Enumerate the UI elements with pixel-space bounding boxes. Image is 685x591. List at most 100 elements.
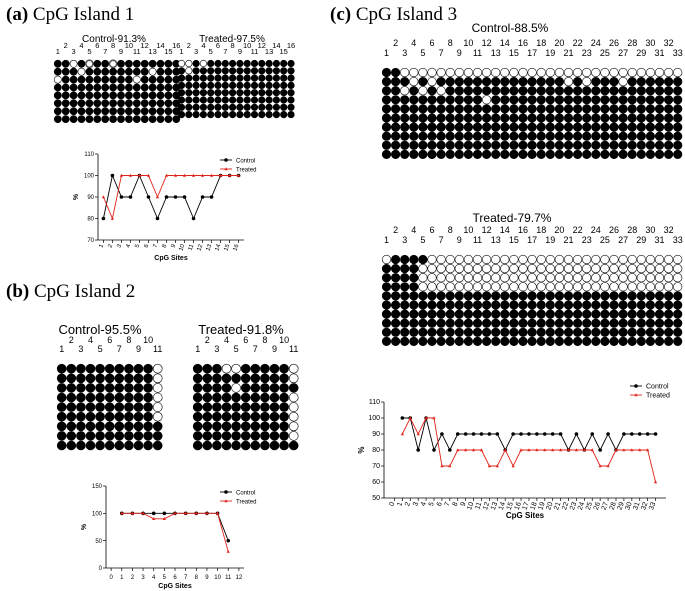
methylated-cpg-circle [509,76,519,87]
x-tick-label: 11 [474,501,483,510]
methylated-cpg-circle [287,59,295,68]
data-point-control [226,538,231,543]
methylated-cpg-circle [618,336,628,346]
grid-label: Treated-79.7% [473,211,552,225]
methylated-cpg-circle [390,318,401,328]
methylated-cpg-circle [390,67,401,78]
methylated-cpg-circle [265,103,273,111]
methylated-cpg-circle [240,431,251,441]
methylated-cpg-circle [93,59,102,68]
cpg-site-number: 16 [172,41,180,50]
methylated-cpg-circle [250,411,261,422]
methylated-cpg-circle [93,67,102,76]
cpg-site-number: 27 [618,235,628,245]
unmethylated-cpg-circle [563,254,574,265]
methylated-cpg-circle [199,96,208,104]
methylated-cpg-circle [381,122,392,132]
methylated-cpg-circle [132,99,141,108]
unmethylated-cpg-circle [545,254,555,265]
data-point-treated [614,448,618,452]
methylated-cpg-circle [491,76,501,87]
methylated-cpg-circle [427,291,437,301]
unmethylated-cpg-circle [445,282,455,292]
unmethylated-cpg-circle [481,282,492,292]
unmethylated-cpg-circle [673,282,683,292]
methylated-cpg-circle [95,402,105,412]
methylated-cpg-circle [143,363,153,374]
methylated-cpg-circle [582,95,592,105]
y-tick-label: 50 [372,495,380,502]
methylated-cpg-circle [192,74,200,82]
methylated-cpg-circle [269,440,280,451]
methylated-cpg-circle [463,318,473,328]
data-point-treated [408,416,412,420]
unmethylated-cpg-circle [148,67,157,76]
methylated-cpg-circle [563,336,574,346]
data-point-control [590,432,595,436]
methylated-cpg-circle [400,291,410,301]
unmethylated-cpg-circle [654,254,665,265]
methylated-cpg-circle [381,86,392,96]
methylated-cpg-circle [636,122,646,132]
methylated-cpg-circle [627,327,637,337]
x-tick-label: 10 [178,243,186,252]
methylated-cpg-circle [509,291,519,301]
unmethylated-cpg-circle [609,273,619,283]
methylated-cpg-circle [109,99,117,108]
data-point-control [542,432,547,436]
methylated-cpg-circle [221,411,232,422]
x-tick-label: 11 [188,243,196,252]
cpg-site-number: 16 [518,225,528,235]
methylated-cpg-circle [518,300,528,310]
x-tick-label: 3 [117,243,124,249]
methylated-cpg-circle [664,113,674,123]
methylated-cpg-circle [582,113,592,123]
legend-marker-control [224,490,228,494]
cpg-site-number: 15 [509,48,519,58]
unmethylated-cpg-circle [500,254,510,265]
methylated-cpg-circle [600,86,610,96]
unmethylated-cpg-circle [463,273,473,283]
cpg-site-number: 9 [119,47,123,56]
methylated-cpg-circle [591,318,601,328]
methylated-cpg-circle [287,89,295,97]
data-point-treated [146,173,151,177]
methylated-cpg-circle [272,110,280,119]
methylated-cpg-circle [381,327,392,337]
methylated-cpg-circle [645,113,656,123]
data-point-treated [173,173,178,177]
methylated-cpg-circle [280,89,288,97]
methylated-cpg-circle [445,122,455,132]
methylated-cpg-circle [591,86,601,96]
methylated-cpg-circle [664,104,674,114]
methylated-cpg-circle [573,140,583,150]
data-point-control [182,195,187,199]
methylated-cpg-circle [280,67,288,75]
methylated-cpg-circle [61,107,70,116]
x-tick-label: 18 [530,501,539,511]
methylated-cpg-circle [143,383,153,393]
methylated-cpg-circle [400,336,410,346]
methylated-cpg-circle [95,373,105,384]
cpg-site-number: 31 [654,235,664,245]
methylated-cpg-circle [202,431,213,441]
unmethylated-cpg-circle [53,75,62,84]
cpg-site-number: 9 [238,47,242,56]
methylated-cpg-circle [673,336,683,346]
methylated-cpg-circle [545,300,555,310]
methylated-cpg-circle [427,149,437,159]
methylated-cpg-circle [427,122,437,132]
methylated-cpg-circle [472,95,483,105]
data-point-treated [479,448,484,452]
cpg-site-number: 7 [103,47,107,56]
methylated-cpg-circle [554,76,564,87]
unmethylated-cpg-circle [427,67,437,78]
methylated-cpg-circle [645,291,656,301]
data-point-treated [400,432,404,436]
methylated-cpg-circle [185,103,193,111]
methylated-cpg-circle [673,86,683,96]
data-point-control [630,432,634,436]
methylated-cpg-circle [573,104,583,114]
methylated-cpg-circle [500,300,510,310]
